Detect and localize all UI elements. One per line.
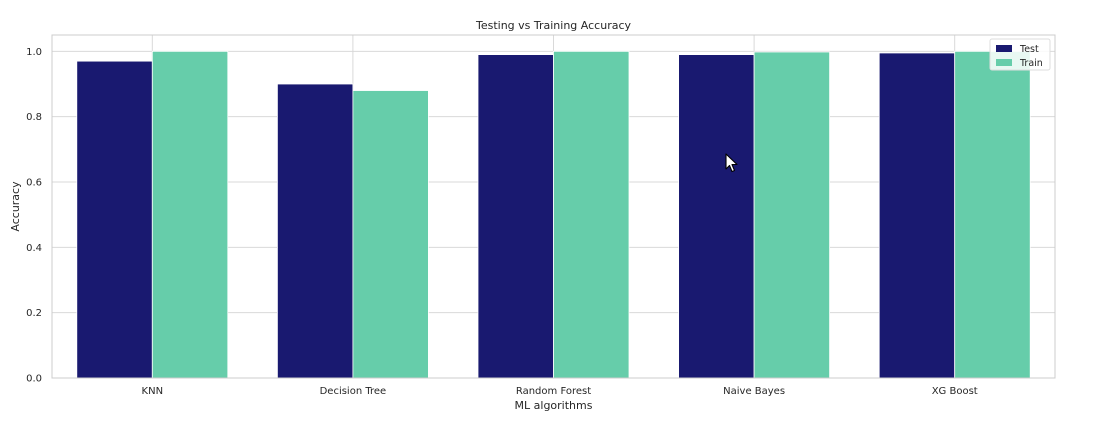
- bar-test-decision-tree: [276, 83, 354, 379]
- axes-frame: [51, 34, 1056, 379]
- x-axis-label: ML algorithms: [515, 399, 593, 412]
- y-tick-label: 0.8: [26, 112, 42, 123]
- legend-swatch-train: [996, 59, 1012, 66]
- bar-train-naive-bayes: [753, 51, 830, 379]
- bars: [76, 50, 1031, 379]
- bar-test-naive-bayes: [678, 54, 755, 379]
- x-tick-label: XG Boost: [932, 386, 978, 397]
- y-axis-label: Accuracy: [9, 181, 22, 232]
- legend-label-train: Train: [1019, 58, 1043, 69]
- x-tick-label: Random Forest: [516, 386, 591, 397]
- bar-train-decision-tree: [352, 90, 429, 379]
- x-tick-label: Decision Tree: [320, 386, 387, 397]
- x-tick-labels: KNN Decision Tree Random Forest Naive Bayes…: [142, 386, 978, 397]
- bar-train-knn: [151, 50, 229, 379]
- y-tick-label: 0.6: [26, 178, 42, 189]
- legend-swatch-test: [996, 45, 1012, 52]
- y-tick-label: 0.2: [26, 308, 42, 319]
- bar-test-knn: [76, 60, 153, 379]
- x-tick-label: Naive Bayes: [723, 386, 785, 397]
- bar-train-xg-boost: [954, 50, 1031, 379]
- x-tick-label: KNN: [142, 386, 164, 397]
- y-tick-label: 0.4: [26, 243, 42, 254]
- bar-train-random-forest: [553, 50, 630, 379]
- bar-test-random-forest: [477, 54, 554, 379]
- y-tick-labels: 0.0 0.2 0.4 0.6 0.8 1.0: [26, 47, 42, 385]
- y-tick-label: 1.0: [26, 47, 42, 58]
- legend-label-test: Test: [1019, 44, 1039, 55]
- legend: Test Train: [989, 38, 1051, 71]
- y-tick-label: 0.0: [26, 374, 42, 385]
- chart-title: Testing vs Training Accuracy: [475, 19, 632, 32]
- bar-test-xg-boost: [878, 52, 956, 379]
